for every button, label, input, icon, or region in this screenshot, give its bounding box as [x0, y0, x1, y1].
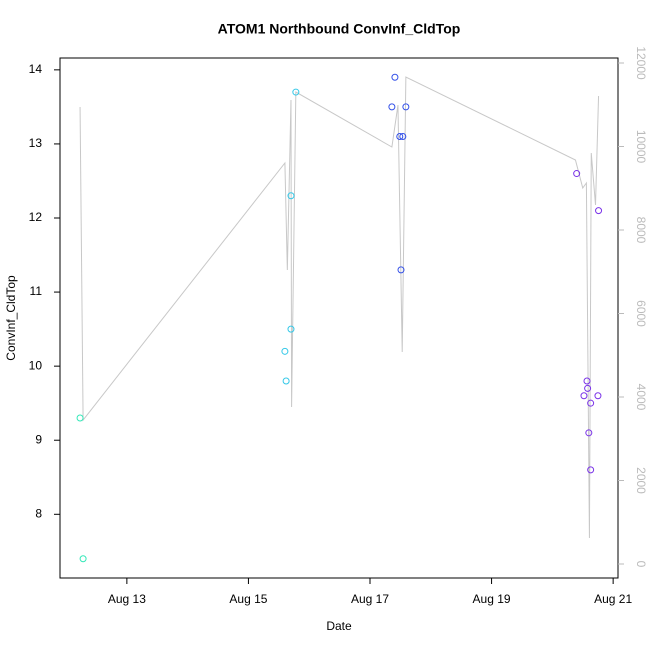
- data-point: [391, 73, 399, 81]
- data-point: [399, 133, 407, 141]
- y2-tick-label: 0: [634, 561, 648, 568]
- y2-tick-label: 8000: [634, 217, 648, 244]
- x-tick-label: Aug 13: [108, 592, 146, 606]
- data-point: [402, 103, 410, 111]
- data-point: [281, 347, 289, 355]
- y2-tick-label: 12000: [634, 46, 648, 80]
- x-tick-label: Aug 19: [473, 592, 511, 606]
- data-point: [397, 266, 405, 274]
- data-point: [585, 429, 593, 437]
- data-point: [396, 133, 404, 141]
- data-point: [583, 377, 591, 385]
- y-tick-label: 10: [29, 358, 43, 372]
- y-axis-label: ConvInf_CldTop: [4, 275, 18, 361]
- data-point: [594, 392, 602, 400]
- y2-tick-label: 6000: [634, 300, 648, 327]
- data-point: [388, 103, 396, 111]
- y2-tick-label: 4000: [634, 384, 648, 411]
- data-point: [287, 325, 295, 333]
- data-point: [584, 384, 592, 392]
- data-line: [79, 76, 600, 539]
- x-axis-label: Date: [326, 619, 352, 633]
- plot-box: [59, 57, 619, 579]
- chart-title: ATOM1 Northbound ConvInf_CldTop: [218, 21, 461, 37]
- x-tick-label: Aug 17: [351, 592, 389, 606]
- data-point: [580, 392, 588, 400]
- data-point: [287, 192, 295, 200]
- data-point: [595, 207, 603, 215]
- y-tick-label: 14: [29, 62, 43, 76]
- y-tick-label: 13: [29, 136, 43, 150]
- data-point: [292, 88, 300, 96]
- data-point: [573, 170, 581, 178]
- y-tick-label: 12: [29, 210, 43, 224]
- data-point: [282, 377, 290, 385]
- y-tick-label: 8: [35, 506, 42, 520]
- data-point: [587, 399, 595, 407]
- y2-tick-label: 2000: [634, 467, 648, 494]
- y-tick-label: 11: [30, 284, 43, 298]
- y-tick-label: 9: [35, 432, 42, 446]
- data-point: [76, 414, 84, 422]
- y2-tick-label: 10000: [634, 130, 648, 164]
- x-tick-label: Aug 21: [594, 592, 632, 606]
- data-point: [587, 466, 595, 474]
- x-tick-label: Aug 15: [229, 592, 267, 606]
- data-point: [79, 555, 87, 563]
